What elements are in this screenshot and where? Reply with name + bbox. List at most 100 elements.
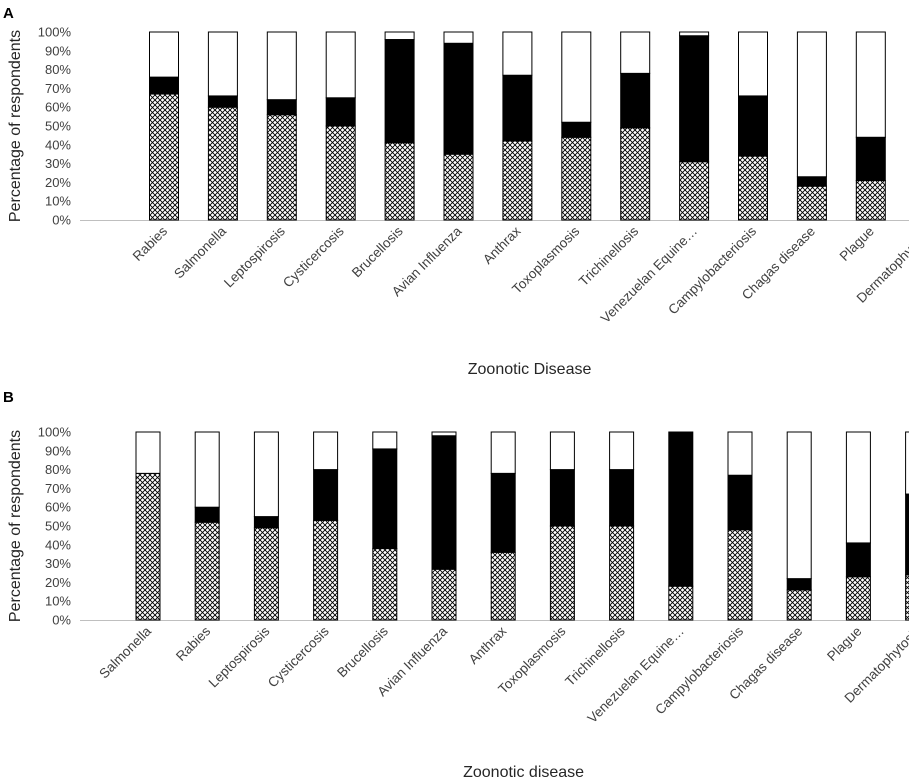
bar-segment-black [905, 493, 909, 576]
bar-segment-black [325, 97, 356, 127]
bar-segment-black [609, 469, 635, 527]
y-tick-label: 30% [45, 556, 71, 571]
x-category-label: Venezuelan Equine… [584, 624, 686, 726]
bar-segment-hatched [609, 525, 635, 621]
x-category-label: Anthrax [466, 623, 510, 667]
bar-segment-white [727, 431, 753, 476]
bar-segment-white [372, 431, 398, 450]
bar-segment-white [135, 431, 161, 474]
bar-segment-black [738, 95, 768, 157]
bar-segment-hatched [620, 127, 651, 221]
bar-segment-hatched [738, 155, 768, 221]
bar-segment-black [502, 74, 533, 142]
bar-segment-hatched [443, 153, 474, 221]
bar-segment-white [443, 31, 474, 44]
y-tick-label: 50% [45, 519, 71, 534]
bar-segment-hatched [325, 125, 356, 221]
y-tick-label: 10% [45, 194, 71, 209]
bar-segment-hatched [668, 585, 694, 621]
bar-segment-black [372, 448, 398, 550]
bar-segment-white [431, 431, 457, 437]
bar-segment-hatched [135, 472, 161, 621]
y-tick-label: 80% [45, 462, 71, 477]
x-category-label: Venezuelan Equine… [598, 224, 700, 326]
bar-segment-white [502, 31, 533, 76]
bar-segment-white [490, 431, 516, 474]
x-axis-title: Zoonotic Disease [468, 361, 592, 378]
bar-segment-black [679, 35, 710, 163]
bar-segment-white [253, 431, 279, 518]
bar-segment-hatched [253, 527, 279, 621]
bar-segment-hatched [855, 180, 886, 221]
y-tick-label: 20% [45, 175, 71, 190]
bar-segment-white [855, 31, 886, 138]
bar-segment-hatched [786, 589, 812, 621]
bar-segment-white [738, 31, 768, 97]
bar-segment-white [905, 431, 909, 495]
x-axis-title: Zoonotic disease [463, 764, 584, 781]
bar-segment-hatched [679, 161, 710, 221]
chart-panel-a: A 0% 10% 20% 30% 40% 50% 60% 70% 80% 90% 100% Percen… [3, 5, 909, 378]
y-tick-label: 60% [45, 500, 71, 515]
bar-segment-white [266, 31, 297, 101]
panel-letter: A [3, 5, 14, 22]
bar-segment-white [561, 31, 592, 123]
bar-segment-black [490, 472, 516, 553]
y-tick-label: 90% [45, 443, 71, 458]
y-tick-label: 50% [45, 119, 71, 134]
y-tick-label: 0% [52, 213, 71, 228]
bar-segment-black [549, 469, 575, 527]
bar-segment-black [620, 72, 651, 129]
y-tick-label: 60% [45, 100, 71, 115]
bar-segment-black [443, 42, 474, 155]
bar-segment-white [796, 31, 827, 178]
y-tick-label: 40% [45, 137, 71, 152]
bar-segment-hatched [796, 185, 827, 221]
x-category-label: Salmonella [96, 623, 154, 681]
chart-panel-b: B 0% 10% 20% 30% 40% 50% 60% 70% 80% 90% 100% Percen… [3, 389, 909, 781]
bar-segment-black [384, 39, 415, 144]
bar-segment-white [194, 431, 220, 508]
bar-segment-white [325, 31, 356, 99]
bar-segment-black [149, 76, 179, 95]
bar-segment-black [727, 474, 753, 531]
bar-segment-hatched [502, 140, 533, 221]
bar-segment-black [845, 542, 871, 578]
x-category-label: Leptospirosis [206, 623, 273, 690]
bar-segment-hatched [266, 114, 297, 221]
x-category-label: Rabies [173, 623, 213, 663]
x-category-label: Cysticercosis [280, 223, 347, 290]
y-tick-label: 10% [45, 594, 71, 609]
bar-segment-hatched [845, 576, 871, 621]
bar-segment-black [207, 95, 238, 108]
y-tick-label: 40% [45, 537, 71, 552]
x-category-label: Trichinellosis [576, 223, 642, 289]
x-category-label: Plague [837, 224, 877, 264]
x-category-label: Brucellosis [334, 623, 391, 680]
bar-segment-hatched [149, 93, 179, 221]
bar-segment-black [194, 506, 220, 523]
bar-segment-black [561, 121, 592, 138]
bar-segment-hatched [561, 136, 592, 221]
bar-segment-white [845, 431, 871, 544]
bar-segment-black [313, 469, 339, 521]
bar-segment-black [855, 136, 886, 182]
x-category-label: Cysticercosis [265, 623, 332, 690]
x-category-label: Brucellosis [349, 223, 406, 280]
bar-segment-white [149, 31, 179, 78]
bar-segment-hatched [194, 521, 220, 621]
y-axis-title: Percentage of respondents [7, 430, 24, 622]
y-tick-label: 30% [45, 156, 71, 171]
bar-segment-hatched [384, 142, 415, 221]
y-tick-label: 0% [52, 613, 71, 628]
x-category-label: Leptospirosis [221, 223, 288, 290]
y-tick-label: 100% [38, 425, 72, 440]
bar-segment-black [796, 176, 827, 187]
bar-segment-black [431, 435, 457, 570]
bar-segment-hatched [905, 574, 909, 621]
bar-segment-white [609, 431, 635, 471]
bar-segment-hatched [727, 529, 753, 621]
y-tick-label: 20% [45, 575, 71, 590]
bar-segment-white [549, 431, 575, 471]
